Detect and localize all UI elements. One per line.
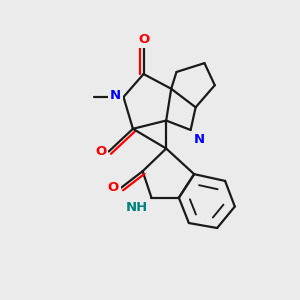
Text: O: O xyxy=(95,145,106,158)
Text: O: O xyxy=(138,33,149,46)
Text: N: N xyxy=(110,89,121,102)
Text: O: O xyxy=(107,181,119,194)
Text: NH: NH xyxy=(126,201,148,214)
Text: N: N xyxy=(194,133,205,146)
